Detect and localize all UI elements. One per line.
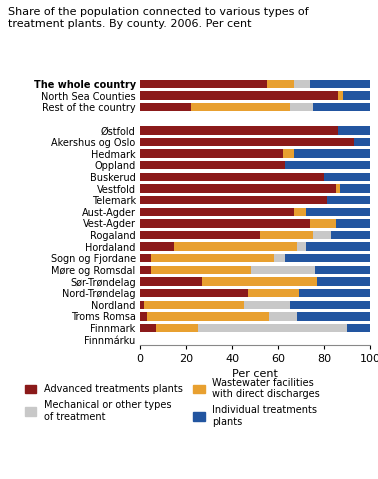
Bar xyxy=(140,219,310,228)
Bar xyxy=(140,277,202,286)
Bar xyxy=(251,266,315,274)
Bar xyxy=(140,103,191,111)
Bar xyxy=(140,138,354,146)
X-axis label: Per cent: Per cent xyxy=(232,369,278,379)
Bar xyxy=(140,289,248,297)
Bar xyxy=(191,103,290,111)
Bar xyxy=(347,324,370,332)
Bar xyxy=(248,289,299,297)
Bar xyxy=(294,149,370,158)
Bar xyxy=(318,277,370,286)
Bar xyxy=(331,231,370,239)
Bar xyxy=(283,149,294,158)
Bar xyxy=(140,312,147,320)
Bar xyxy=(140,231,260,239)
Bar xyxy=(147,312,269,320)
Bar xyxy=(140,184,336,193)
Bar xyxy=(140,161,285,170)
Bar xyxy=(140,242,174,251)
Bar xyxy=(140,149,283,158)
Bar xyxy=(294,207,306,216)
Bar xyxy=(297,242,306,251)
Text: Share of the population connected to various types of
treatment plants. By count: Share of the population connected to var… xyxy=(8,7,308,29)
Bar xyxy=(243,301,290,309)
Bar xyxy=(310,80,370,88)
Bar xyxy=(151,266,251,274)
Bar xyxy=(315,266,370,274)
Bar xyxy=(260,231,313,239)
Bar xyxy=(140,301,144,309)
Bar xyxy=(310,219,336,228)
Bar xyxy=(297,312,370,320)
Bar xyxy=(140,126,338,135)
Bar xyxy=(140,266,151,274)
Bar xyxy=(324,173,370,181)
Bar xyxy=(294,80,310,88)
Bar xyxy=(343,91,370,100)
Bar xyxy=(269,312,297,320)
Bar xyxy=(299,289,370,297)
Bar xyxy=(274,254,285,262)
Bar xyxy=(140,207,294,216)
Bar xyxy=(285,254,370,262)
Bar xyxy=(313,231,331,239)
Bar xyxy=(140,254,151,262)
Bar xyxy=(341,184,370,193)
Bar xyxy=(290,103,313,111)
Bar xyxy=(197,324,347,332)
Bar xyxy=(156,324,197,332)
Bar xyxy=(306,242,370,251)
Bar xyxy=(140,196,327,205)
Bar xyxy=(336,219,370,228)
Bar xyxy=(290,301,370,309)
Bar xyxy=(336,184,341,193)
Bar xyxy=(327,196,370,205)
Bar xyxy=(354,138,370,146)
Bar xyxy=(174,242,297,251)
Bar xyxy=(140,173,324,181)
Bar xyxy=(144,301,243,309)
Bar xyxy=(338,126,370,135)
Bar xyxy=(140,324,156,332)
Bar xyxy=(285,161,370,170)
Bar xyxy=(266,80,294,88)
Bar xyxy=(313,103,370,111)
Bar xyxy=(140,91,338,100)
Bar xyxy=(151,254,274,262)
Legend: Advanced treatments plants, Mechanical or other types
of treatment, Wastewater f: Advanced treatments plants, Mechanical o… xyxy=(25,377,320,427)
Bar xyxy=(140,80,266,88)
Bar xyxy=(306,207,370,216)
Bar xyxy=(202,277,318,286)
Bar xyxy=(338,91,343,100)
